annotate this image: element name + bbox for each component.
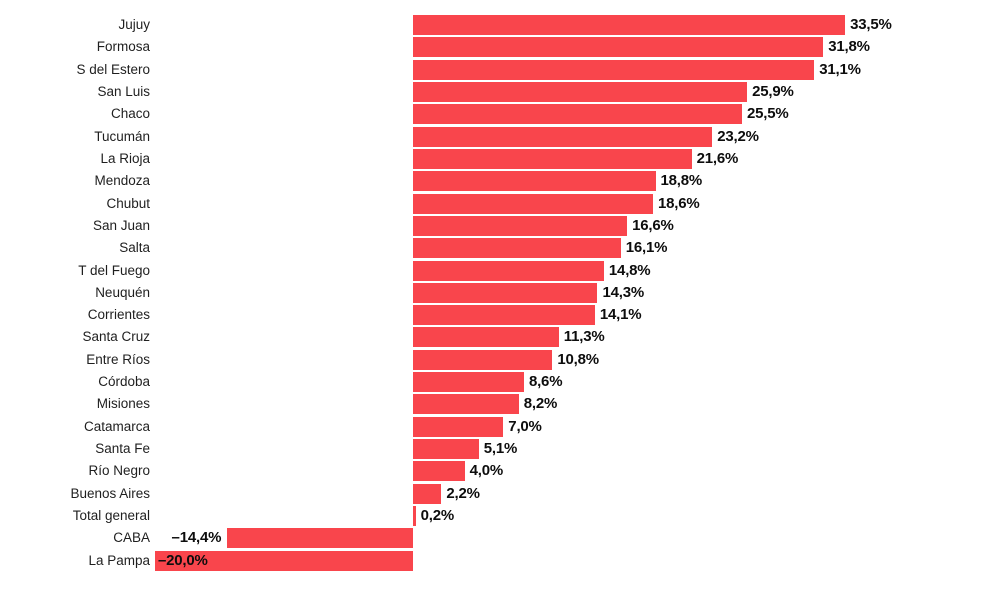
value-label: 21,6%: [696, 149, 739, 167]
bar: [227, 528, 413, 549]
value-label: –20,0%: [158, 551, 208, 569]
category-label: Entre Ríos: [86, 351, 150, 367]
category-label: Tucumán: [94, 128, 150, 144]
bar: [413, 483, 442, 504]
bar: [155, 550, 413, 571]
category-label: CABA: [113, 530, 150, 546]
bar: [413, 59, 815, 80]
category-label: Río Negro: [88, 463, 150, 479]
value-label: 7,0%: [508, 417, 542, 435]
bar: [413, 461, 465, 482]
value-label: 25,5%: [746, 105, 789, 123]
value-label: 5,1%: [483, 440, 518, 458]
category-label: Mendoza: [94, 173, 150, 189]
category-label: Buenos Aires: [70, 485, 150, 501]
bar: [413, 305, 595, 326]
bar: [413, 171, 656, 192]
value-label: 4,0%: [469, 462, 504, 480]
category-label: San Luis: [97, 83, 150, 99]
bar: [413, 81, 748, 102]
value-label: 18,8%: [660, 172, 703, 190]
category-label: Formosa: [96, 39, 150, 55]
value-label: 16,6%: [632, 216, 674, 234]
bar: [413, 416, 504, 437]
value-label: 2,2%: [446, 484, 480, 502]
bar: [413, 260, 604, 281]
category-label: La Pampa: [88, 552, 150, 568]
category-label: Córdoba: [98, 374, 150, 390]
value-label: –14,4%: [171, 529, 222, 547]
bar: [413, 193, 653, 214]
category-label: Jujuy: [118, 17, 150, 32]
category-label: Santa Fe: [95, 441, 150, 457]
value-label: 11,3%: [563, 328, 605, 346]
category-label: Salta: [119, 240, 150, 256]
category-label: Total general: [72, 508, 150, 524]
bar: [413, 104, 742, 125]
category-label: La Rioja: [100, 150, 150, 166]
bar: [413, 215, 628, 236]
bar: [413, 327, 559, 348]
bar: [413, 372, 524, 393]
bar: [413, 282, 598, 303]
category-label: Corrientes: [87, 307, 150, 323]
value-label: 0,2%: [420, 507, 455, 525]
value-label: 25,9%: [752, 82, 794, 100]
bar: [413, 15, 846, 35]
value-label: 31,8%: [828, 38, 870, 56]
value-label: 8,2%: [523, 395, 558, 413]
category-label: Misiones: [96, 396, 150, 412]
category-label: Santa Cruz: [82, 329, 150, 345]
value-label: 16,1%: [625, 239, 668, 257]
value-label: 33,5%: [850, 16, 892, 33]
category-label: Chubut: [106, 195, 150, 211]
bar: [413, 506, 416, 527]
value-label: 23,2%: [717, 127, 759, 145]
category-label: Catamarca: [83, 418, 150, 434]
value-label: 14,1%: [599, 306, 642, 324]
value-label: 18,6%: [657, 194, 700, 212]
value-label: 10,8%: [557, 350, 599, 368]
category-label: T del Fuego: [78, 262, 150, 278]
bar: [413, 238, 621, 259]
bar: [413, 394, 519, 415]
bar: [413, 126, 713, 147]
value-label: 14,8%: [608, 261, 651, 279]
value-label: 14,3%: [602, 283, 645, 301]
bar: [413, 439, 479, 460]
bar: [413, 37, 824, 58]
category-label: Neuquén: [95, 284, 150, 300]
category-label: S del Estero: [76, 61, 150, 77]
value-label: 31,1%: [819, 60, 861, 78]
bar: [413, 349, 553, 370]
bar: [413, 148, 692, 169]
category-label: Chaco: [110, 106, 150, 122]
value-label: 8,6%: [528, 373, 563, 391]
category-label: San Juan: [92, 217, 150, 233]
